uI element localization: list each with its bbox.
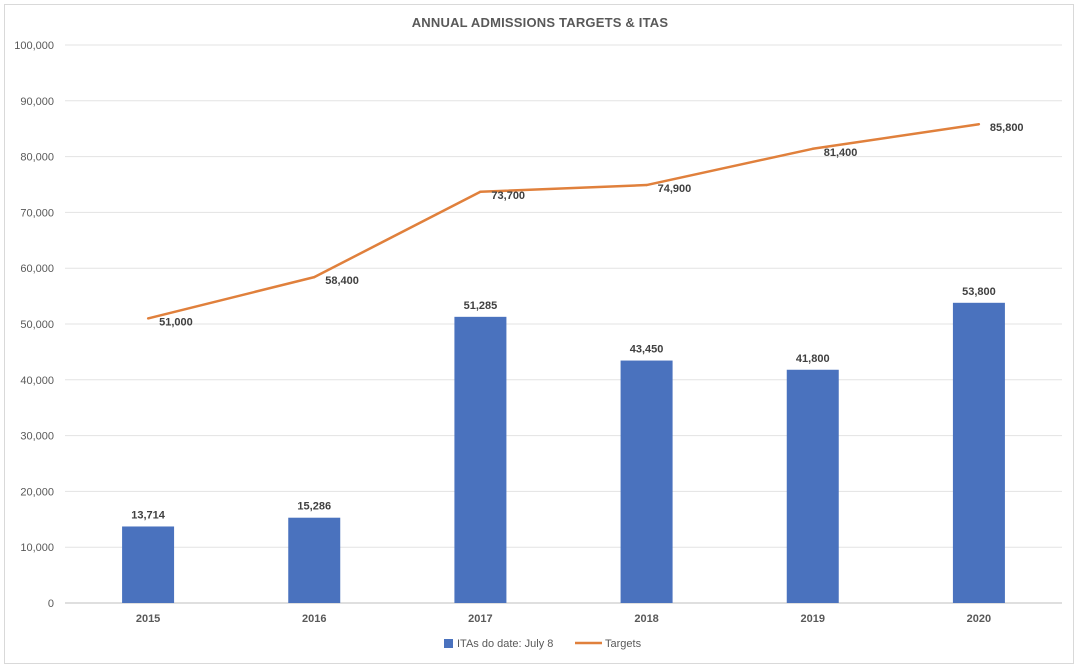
bar-data-label: 43,450 — [630, 344, 664, 356]
bar — [620, 360, 673, 603]
x-axis: 2015 2016 2017 2018 2019 2020 — [136, 613, 991, 625]
y-tick-label: 90,000 — [20, 96, 54, 108]
y-tick-label: 100,000 — [14, 40, 54, 52]
line-point — [479, 190, 482, 193]
legend-swatch-itas — [444, 639, 453, 648]
line-data-label: 85,800 — [990, 122, 1024, 134]
x-tick-label: 2017 — [468, 613, 492, 625]
bar-data-label: 15,286 — [297, 501, 331, 513]
bar-data-label: 13,714 — [131, 509, 166, 521]
targets-line — [147, 122, 980, 320]
line-point — [313, 275, 316, 279]
legend-label-targets: Targets — [605, 638, 642, 650]
y-axis: 0 10,000 20,000 30,000 40,000 50,000 60,000 70,… — [14, 40, 54, 610]
x-tick-label: 2020 — [967, 613, 991, 625]
y-tick-label: 0 — [48, 598, 54, 610]
y-tick-label: 50,000 — [20, 319, 54, 331]
line-point — [146, 317, 150, 320]
line-point — [811, 147, 814, 150]
bar-series: 13,714 15,286 51,285 43,450 41,800 53,800 — [122, 286, 1005, 603]
y-tick-label: 20,000 — [20, 486, 54, 498]
y-tick-label: 80,000 — [20, 152, 54, 164]
bar — [952, 302, 1005, 603]
line-data-label: 81,400 — [824, 147, 858, 159]
line-point — [645, 183, 648, 187]
line-series: 51,000 58,400 73,700 74,900 81,400 85,800 — [146, 122, 1024, 328]
chart-frame — [4, 4, 1074, 664]
x-tick-label: 2018 — [634, 613, 658, 625]
gridlines — [65, 44, 1062, 604]
bar — [454, 316, 507, 603]
bar-data-label: 51,285 — [464, 300, 498, 312]
line-data-label: 73,700 — [491, 190, 525, 202]
line-point — [977, 123, 981, 126]
chart-title: ANNUAL ADMISSIONS TARGETS & ITAS — [411, 15, 669, 30]
line-data-label: 74,900 — [658, 183, 692, 195]
bar — [288, 517, 341, 603]
bar — [122, 526, 175, 603]
y-tick-label: 60,000 — [20, 263, 54, 275]
line-data-label: 51,000 — [159, 316, 193, 328]
bar-data-label: 53,800 — [962, 286, 996, 298]
bar — [786, 369, 839, 603]
bar-data-label: 41,800 — [796, 353, 830, 365]
legend-label-itas: ITAs do date: July 8 — [457, 638, 553, 650]
y-tick-label: 10,000 — [20, 542, 54, 554]
y-tick-label: 30,000 — [20, 431, 54, 443]
y-tick-label: 70,000 — [20, 207, 54, 219]
x-tick-label: 2016 — [302, 613, 326, 625]
y-tick-label: 40,000 — [20, 375, 54, 387]
x-tick-label: 2019 — [801, 613, 825, 625]
legend: ITAs do date: July 8 Targets — [444, 638, 642, 650]
line-data-label: 58,400 — [325, 275, 359, 287]
x-tick-label: 2015 — [136, 613, 160, 625]
